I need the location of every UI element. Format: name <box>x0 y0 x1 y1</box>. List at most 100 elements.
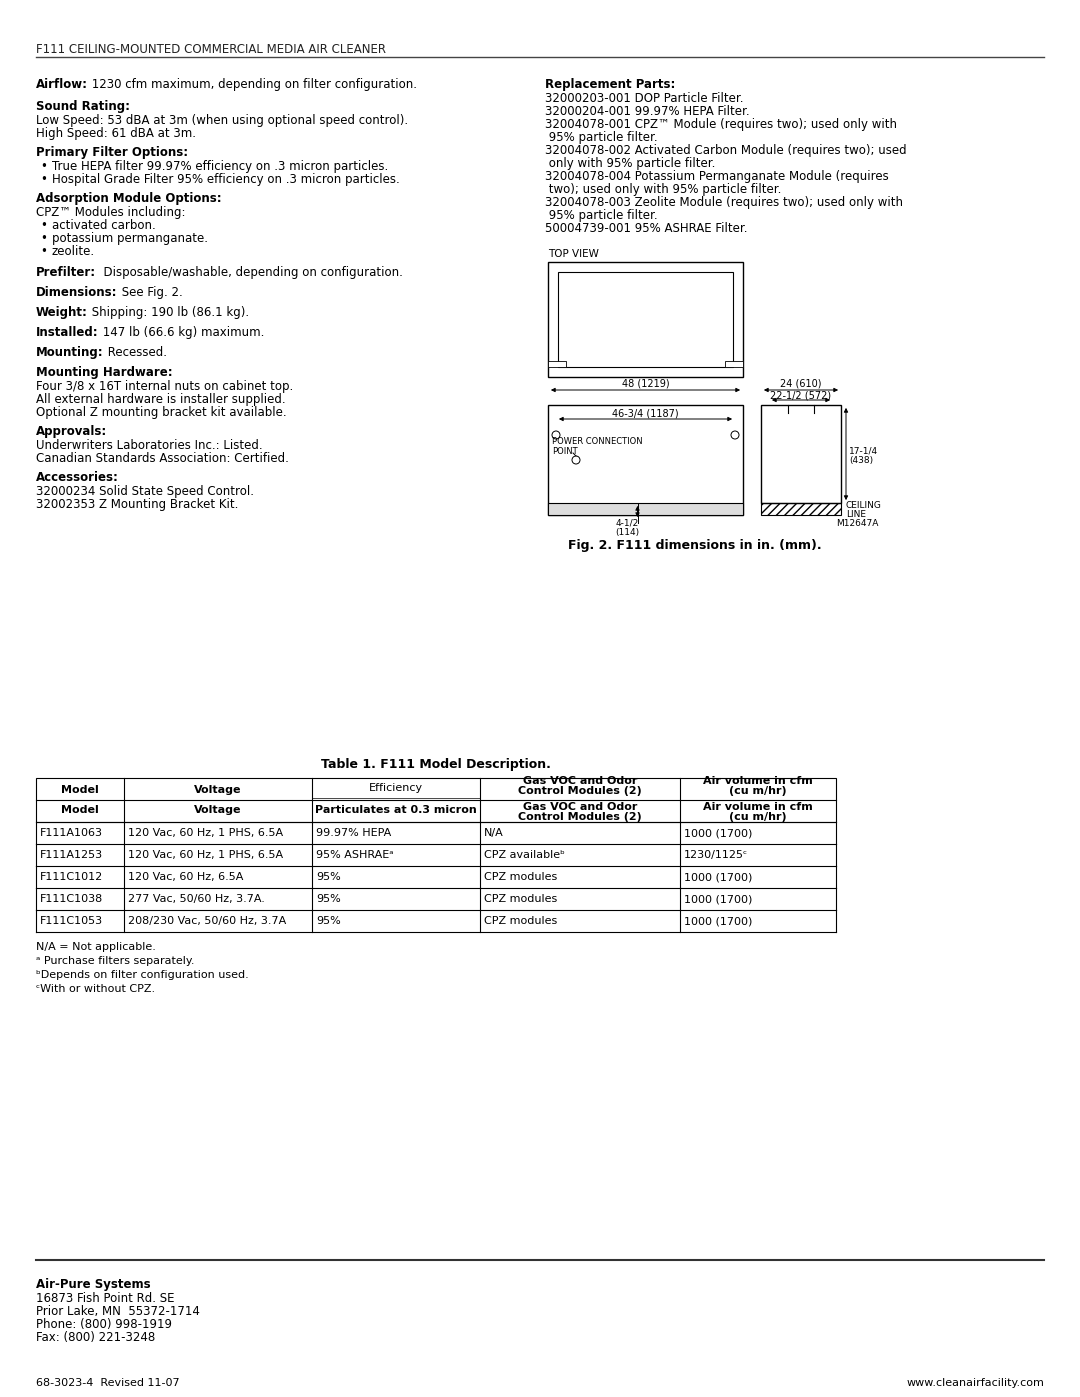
Text: Air volume in cfm: Air volume in cfm <box>703 775 813 787</box>
Text: Underwriters Laboratories Inc.: Listed.: Underwriters Laboratories Inc.: Listed. <box>36 439 262 453</box>
Text: 95%: 95% <box>316 894 341 904</box>
Text: N/A = Not applicable.: N/A = Not applicable. <box>36 942 156 951</box>
Text: 1230/1125ᶜ: 1230/1125ᶜ <box>684 849 748 861</box>
Text: ᶜWith or without CPZ.: ᶜWith or without CPZ. <box>36 983 156 995</box>
Text: 50004739-001 95% ASHRAE Filter.: 50004739-001 95% ASHRAE Filter. <box>545 222 747 235</box>
Text: 32000203-001 DOP Particle Filter.: 32000203-001 DOP Particle Filter. <box>545 92 743 105</box>
Bar <box>548 503 743 515</box>
Text: activated carbon.: activated carbon. <box>52 219 156 232</box>
Text: 95% particle filter.: 95% particle filter. <box>545 210 658 222</box>
Text: 32004078-003 Zeolite Module (requires two); used only with: 32004078-003 Zeolite Module (requires tw… <box>545 196 903 210</box>
Text: F111C1038: F111C1038 <box>40 894 104 904</box>
Text: Airflow:: Airflow: <box>36 78 87 91</box>
Text: High Speed: 61 dBA at 3m.: High Speed: 61 dBA at 3m. <box>36 127 195 140</box>
Text: 1000 (1700): 1000 (1700) <box>684 916 753 926</box>
Text: Voltage: Voltage <box>194 785 242 795</box>
Text: 208/230 Vac, 50/60 Hz, 3.7A: 208/230 Vac, 50/60 Hz, 3.7A <box>129 916 286 926</box>
Text: Fax: (800) 221-3248: Fax: (800) 221-3248 <box>36 1331 156 1344</box>
Text: only with 95% particle filter.: only with 95% particle filter. <box>545 156 715 170</box>
Text: See Fig. 2.: See Fig. 2. <box>118 286 183 299</box>
Text: Primary Filter Options:: Primary Filter Options: <box>36 147 188 159</box>
Text: CPZ modules: CPZ modules <box>484 872 557 882</box>
Text: •: • <box>40 219 46 232</box>
Text: Approvals:: Approvals: <box>36 425 107 439</box>
Text: two); used only with 95% particle filter.: two); used only with 95% particle filter… <box>545 183 781 196</box>
Text: www.cleanairfacility.com: www.cleanairfacility.com <box>906 1377 1044 1389</box>
Text: •: • <box>40 173 46 186</box>
Text: Particulates at 0.3 micron: Particulates at 0.3 micron <box>315 805 477 814</box>
Text: 120 Vac, 60 Hz, 1 PHS, 6.5A: 120 Vac, 60 Hz, 1 PHS, 6.5A <box>129 849 283 861</box>
Text: 1000 (1700): 1000 (1700) <box>684 828 753 838</box>
Text: 95% particle filter.: 95% particle filter. <box>545 131 658 144</box>
Text: Gas VOC and Odor: Gas VOC and Odor <box>523 775 637 787</box>
Text: True HEPA filter 99.97% efficiency on .3 micron particles.: True HEPA filter 99.97% efficiency on .3… <box>52 161 388 173</box>
Text: Adsorption Module Options:: Adsorption Module Options: <box>36 191 221 205</box>
Text: ᵃ Purchase filters separately.: ᵃ Purchase filters separately. <box>36 956 194 965</box>
Text: (cu m/hr): (cu m/hr) <box>729 787 787 796</box>
Text: Recessed.: Recessed. <box>104 346 166 359</box>
Text: Air-Pure Systems: Air-Pure Systems <box>36 1278 150 1291</box>
Text: F111A1253: F111A1253 <box>40 849 103 861</box>
Text: 32000204-001 99.97% HEPA Filter.: 32000204-001 99.97% HEPA Filter. <box>545 105 750 117</box>
Text: 46-3/4 (1187): 46-3/4 (1187) <box>612 409 679 419</box>
Text: Air volume in cfm: Air volume in cfm <box>703 802 813 812</box>
Text: 99.97% HEPA: 99.97% HEPA <box>316 828 391 838</box>
Text: 24 (610): 24 (610) <box>780 379 822 388</box>
Text: N/A: N/A <box>484 828 503 838</box>
Text: TOP VIEW: TOP VIEW <box>548 249 599 258</box>
Text: Optional Z mounting bracket kit available.: Optional Z mounting bracket kit availabl… <box>36 407 286 419</box>
Text: zeolite.: zeolite. <box>52 244 95 258</box>
Text: Replacement Parts:: Replacement Parts: <box>545 78 675 91</box>
Text: Mounting:: Mounting: <box>36 346 104 359</box>
Text: Canadian Standards Association: Certified.: Canadian Standards Association: Certifie… <box>36 453 288 465</box>
Text: CPZ availableᵇ: CPZ availableᵇ <box>484 849 565 861</box>
Text: potassium permanganate.: potassium permanganate. <box>52 232 208 244</box>
Bar <box>548 405 743 515</box>
Text: 48 (1219): 48 (1219) <box>622 379 670 388</box>
Text: •: • <box>40 244 46 258</box>
Text: Low Speed: 53 dBA at 3m (when using optional speed control).: Low Speed: 53 dBA at 3m (when using opti… <box>36 115 408 127</box>
Bar <box>725 360 743 367</box>
Text: 120 Vac, 60 Hz, 1 PHS, 6.5A: 120 Vac, 60 Hz, 1 PHS, 6.5A <box>129 828 283 838</box>
Text: Efficiency: Efficiency <box>369 782 423 793</box>
Text: 147 lb (66.6 kg) maximum.: 147 lb (66.6 kg) maximum. <box>98 326 264 339</box>
Text: 1000 (1700): 1000 (1700) <box>684 894 753 904</box>
Text: Model: Model <box>62 785 99 795</box>
Text: Prior Lake, MN  55372-1714: Prior Lake, MN 55372-1714 <box>36 1305 200 1317</box>
Text: Prefilter:: Prefilter: <box>36 265 96 279</box>
Text: Accessories:: Accessories: <box>36 471 119 483</box>
Bar <box>558 272 733 367</box>
Text: Fig. 2. F111 dimensions in in. (mm).: Fig. 2. F111 dimensions in in. (mm). <box>568 539 821 552</box>
Text: 32004078-004 Potassium Permanganate Module (requires: 32004078-004 Potassium Permanganate Modu… <box>545 170 889 183</box>
Text: 32000234 Solid State Speed Control.: 32000234 Solid State Speed Control. <box>36 485 254 497</box>
Text: CEILING: CEILING <box>846 502 882 510</box>
Text: (cu m/hr): (cu m/hr) <box>729 812 787 821</box>
Text: Hospital Grade Filter 95% efficiency on .3 micron particles.: Hospital Grade Filter 95% efficiency on … <box>52 173 400 186</box>
Bar <box>36 778 836 821</box>
Text: POWER CONNECTION: POWER CONNECTION <box>552 437 643 446</box>
Text: Table 1. F111 Model Description.: Table 1. F111 Model Description. <box>321 759 551 771</box>
Text: CPZ modules: CPZ modules <box>484 894 557 904</box>
Text: Model: Model <box>62 805 99 814</box>
Text: 120 Vac, 60 Hz, 6.5A: 120 Vac, 60 Hz, 6.5A <box>129 872 243 882</box>
Text: 95%: 95% <box>316 872 341 882</box>
Text: 95%: 95% <box>316 916 341 926</box>
Text: 32002353 Z Mounting Bracket Kit.: 32002353 Z Mounting Bracket Kit. <box>36 497 239 511</box>
Text: 32004078-002 Activated Carbon Module (requires two); used: 32004078-002 Activated Carbon Module (re… <box>545 144 906 156</box>
Text: F111 CEILING-MOUNTED COMMERCIAL MEDIA AIR CLEANER: F111 CEILING-MOUNTED COMMERCIAL MEDIA AI… <box>36 43 386 56</box>
Text: F111C1012: F111C1012 <box>40 872 104 882</box>
Text: 17-1/4
(438): 17-1/4 (438) <box>849 446 878 465</box>
Text: •: • <box>40 161 46 173</box>
Text: CPZ™ Modules including:: CPZ™ Modules including: <box>36 205 186 219</box>
Text: Weight:: Weight: <box>36 306 87 319</box>
Text: LINE: LINE <box>846 510 866 520</box>
Bar <box>761 503 841 515</box>
Text: Control Modules (2): Control Modules (2) <box>518 787 642 796</box>
Text: 1000 (1700): 1000 (1700) <box>684 872 753 882</box>
Text: CPZ modules: CPZ modules <box>484 916 557 926</box>
Text: Shipping: 190 lb (86.1 kg).: Shipping: 190 lb (86.1 kg). <box>87 306 249 319</box>
Text: POINT: POINT <box>552 447 578 455</box>
Bar <box>548 263 743 377</box>
Text: Disposable/washable, depending on configuration.: Disposable/washable, depending on config… <box>96 265 403 279</box>
Text: 1230 cfm maximum, depending on filter configuration.: 1230 cfm maximum, depending on filter co… <box>87 78 417 91</box>
